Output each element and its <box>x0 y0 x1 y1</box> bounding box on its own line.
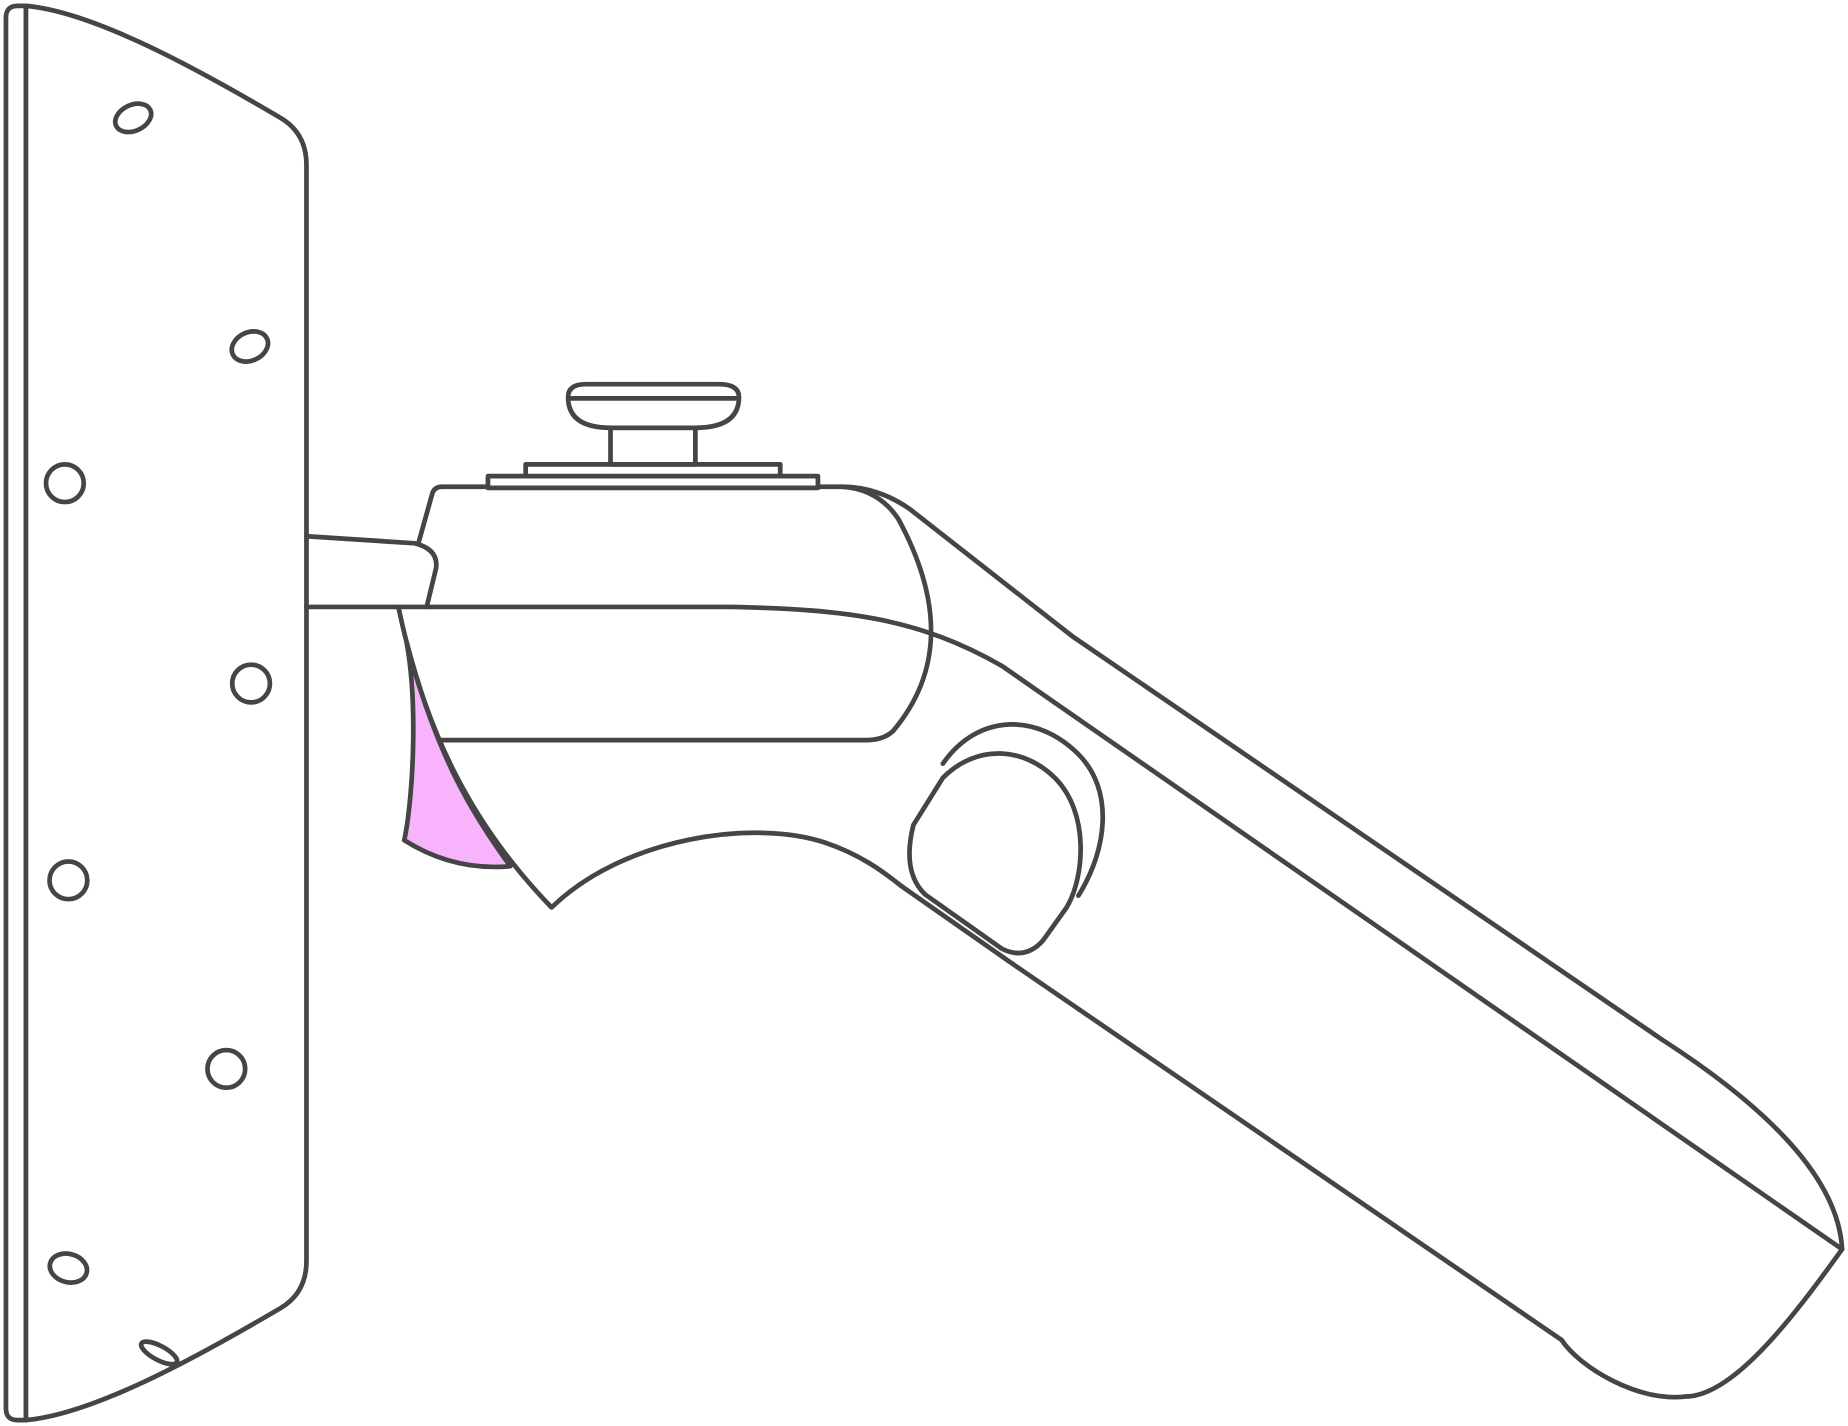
hole <box>47 1251 90 1285</box>
hole <box>229 329 271 364</box>
hole <box>205 1047 248 1091</box>
plate-body <box>23 3 309 1423</box>
highlight <box>401 639 513 870</box>
bracket <box>304 533 439 610</box>
hole <box>43 461 87 505</box>
stem <box>608 425 698 467</box>
top-clamp <box>485 381 821 491</box>
hole <box>47 859 90 902</box>
plate-strip <box>3 3 29 1423</box>
cap <box>565 381 742 431</box>
arm <box>304 484 1845 1400</box>
hole <box>138 1339 180 1367</box>
knob <box>907 751 1084 956</box>
wall-plate <box>3 3 309 1423</box>
hole <box>229 662 273 705</box>
knob-outer <box>940 722 1106 899</box>
hole <box>112 101 154 135</box>
head <box>416 484 934 743</box>
arm-lower-edge <box>304 604 1845 1252</box>
jaw <box>396 604 1011 963</box>
